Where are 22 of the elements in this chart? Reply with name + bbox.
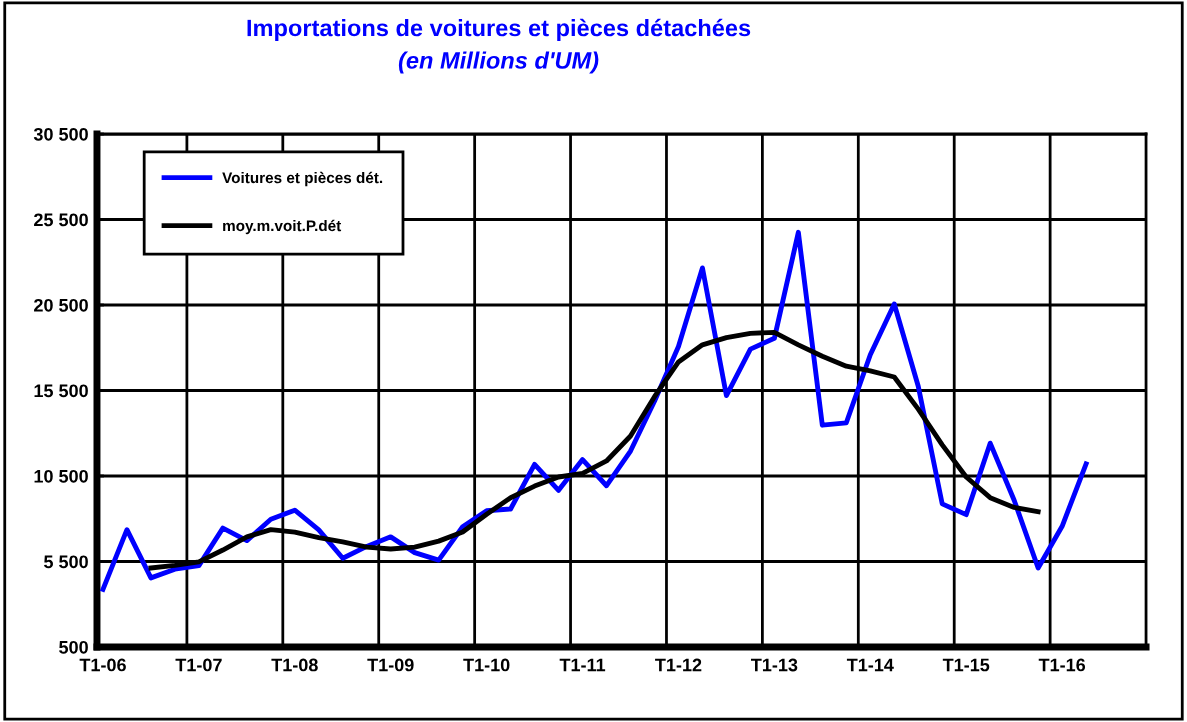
x-tick-label: T1-15 <box>942 658 990 672</box>
x-tick-label: T1-09 <box>367 658 414 672</box>
y-tick-label: 30 500 <box>33 127 88 141</box>
y-tick-label: 20 500 <box>34 298 88 312</box>
y-tick-label: 5 500 <box>44 555 88 569</box>
legend-label: moy.m.voit.P.dét <box>223 219 342 235</box>
x-tick-label: T1-11 <box>559 658 606 672</box>
x-tick-label: T1-06 <box>79 658 126 672</box>
x-tick-label: T1-14 <box>846 658 894 672</box>
x-tick-label: T1-08 <box>271 658 318 672</box>
chart-subtitle: (en Millions d'UM) <box>398 51 599 74</box>
x-tick-label: T1-13 <box>751 658 798 672</box>
x-tick-label: T1-07 <box>175 658 222 672</box>
y-tick-label: 15 500 <box>34 384 88 398</box>
y-tick-label: 500 <box>59 640 88 654</box>
y-tick-label: 25 500 <box>34 213 88 227</box>
chart-title: Importations de voitures et pièces détachées <box>247 18 751 41</box>
x-tick-label: T1-16 <box>1038 658 1086 672</box>
x-tick-label: T1-12 <box>655 658 702 672</box>
y-tick-label: 10 500 <box>34 469 88 483</box>
legend-label: Voitures et pièces dét. <box>222 171 383 187</box>
x-tick-label: T1-10 <box>463 658 510 672</box>
